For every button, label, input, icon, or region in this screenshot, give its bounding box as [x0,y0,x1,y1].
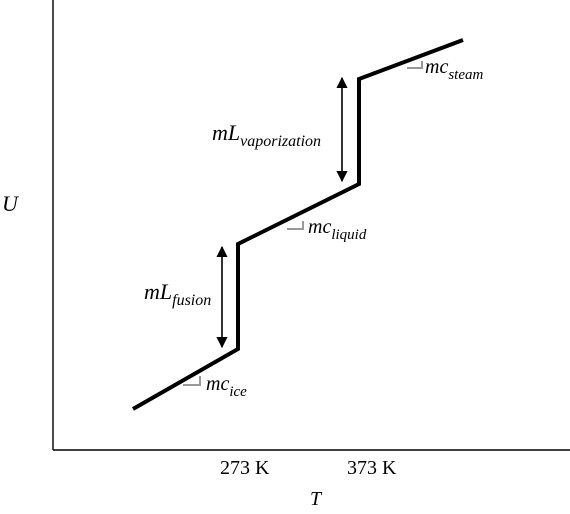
label-mc-liquid: mcliquid [308,216,367,243]
slope-marker-liquid [287,221,304,230]
slope-marker-ice [183,376,201,386]
slope-marker-steam [407,61,423,69]
x-axis-label: T [310,488,323,510]
label-ml-vaporization-base: mL [212,120,240,145]
tick-label-373: 373 K [347,457,397,479]
label-ml-vaporization: mLvaporization [212,120,321,150]
tick-label-273: 273 K [220,457,270,479]
label-mc-liquid-base: mc [308,216,331,238]
label-mc-liquid-sub: liquid [331,227,367,243]
energy-curve [132,38,464,411]
label-mc-steam-base: mc [425,56,448,78]
label-ml-fusion-base: mL [144,279,172,304]
label-ml-vaporization-sub: vaporization [240,133,321,150]
y-axis-label: U [2,191,20,216]
label-mc-steam-sub: steam [448,67,483,83]
label-mc-ice: mcice [206,373,247,400]
label-mc-ice-sub: ice [229,384,247,400]
label-ml-fusion: mLfusion [144,279,211,309]
label-mc-steam: mcsteam [425,56,483,83]
label-ml-fusion-sub: fusion [172,292,211,309]
label-mc-ice-base: mc [206,373,229,395]
